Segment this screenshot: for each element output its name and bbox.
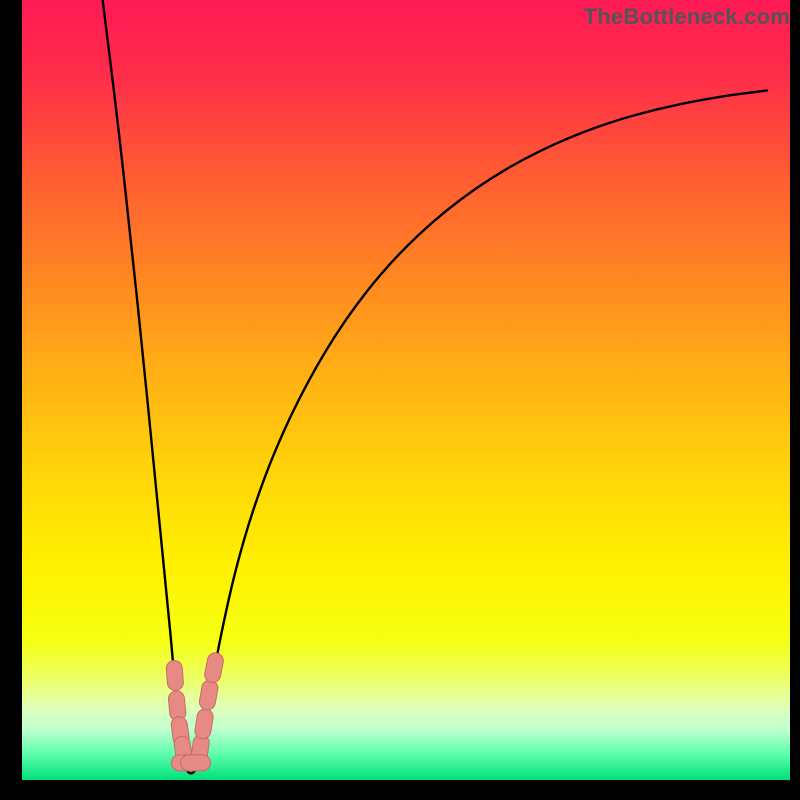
plot-background xyxy=(22,0,790,780)
data-marker xyxy=(166,660,184,691)
chart-svg xyxy=(0,0,800,800)
chart-stage: TheBottleneck.com xyxy=(0,0,800,800)
watermark-text: TheBottleneck.com xyxy=(584,4,790,30)
data-marker xyxy=(181,755,211,771)
